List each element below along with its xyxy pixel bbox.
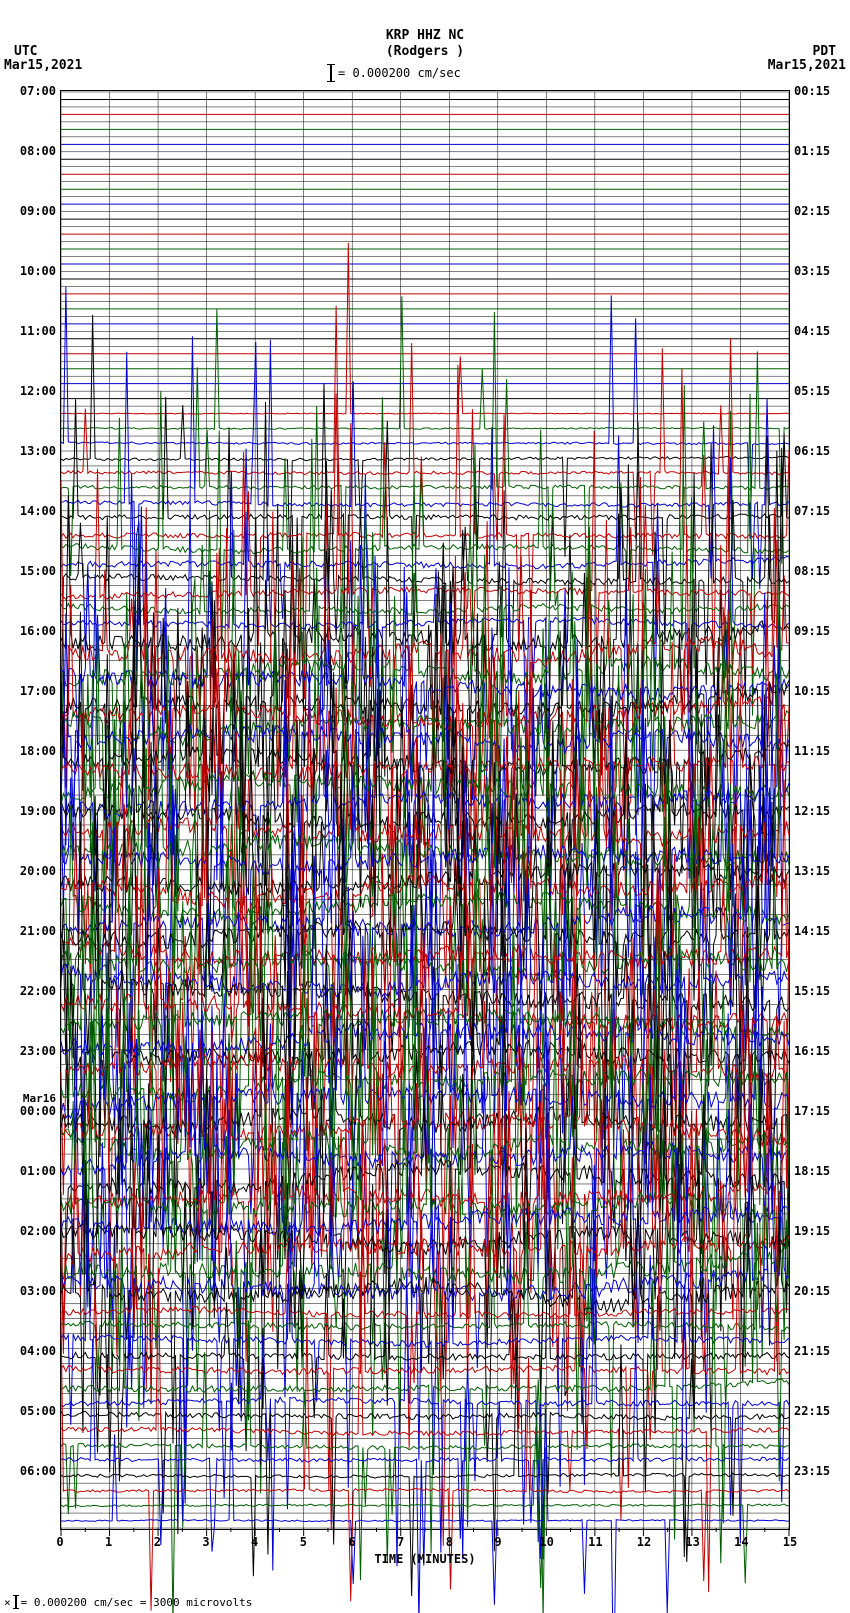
x-tick-label: 11 xyxy=(588,1535,602,1549)
y-axis-left-labels: 07:0008:0009:0010:0011:0012:0013:0014:00… xyxy=(4,90,58,1530)
y-right-label: 03:15 xyxy=(794,264,830,278)
y-left-label: 00:00 xyxy=(20,1104,56,1118)
y-left-label: 01:00 xyxy=(20,1164,56,1178)
x-tick-label: 0 xyxy=(56,1535,63,1549)
date-left: Mar15,2021 xyxy=(4,58,82,73)
y-left-label: 04:00 xyxy=(20,1344,56,1358)
day-change-label: Mar16 xyxy=(23,1092,56,1105)
y-right-label: 16:15 xyxy=(794,1044,830,1058)
x-tick-label: 1 xyxy=(105,1535,112,1549)
date-right: Mar15,2021 xyxy=(768,58,846,73)
y-right-label: 05:15 xyxy=(794,384,830,398)
y-left-label: 03:00 xyxy=(20,1284,56,1298)
y-right-label: 22:15 xyxy=(794,1404,830,1418)
y-right-label: 14:15 xyxy=(794,924,830,938)
y-left-label: 20:00 xyxy=(20,864,56,878)
y-right-label: 20:15 xyxy=(794,1284,830,1298)
y-right-label: 10:15 xyxy=(794,684,830,698)
y-right-label: 04:15 xyxy=(794,324,830,338)
y-left-label: 18:00 xyxy=(20,744,56,758)
y-left-label: 13:00 xyxy=(20,444,56,458)
footer-scale: × = 0.000200 cm/sec = 3000 microvolts xyxy=(4,1595,252,1609)
y-axis-right-labels: 00:1501:1502:1503:1504:1505:1506:1507:15… xyxy=(792,90,846,1530)
helicorder-plot xyxy=(60,90,790,1530)
y-left-label: 17:00 xyxy=(20,684,56,698)
footer-prefix: × xyxy=(4,1596,11,1609)
x-tick-label: 8 xyxy=(446,1535,453,1549)
y-right-label: 23:15 xyxy=(794,1464,830,1478)
x-axis-title: TIME (MINUTES) xyxy=(0,1552,850,1566)
x-tick-label: 3 xyxy=(202,1535,209,1549)
y-right-label: 13:15 xyxy=(794,864,830,878)
y-left-label: 02:00 xyxy=(20,1224,56,1238)
y-right-label: 09:15 xyxy=(794,624,830,638)
y-left-label: 16:00 xyxy=(20,624,56,638)
y-right-label: 11:15 xyxy=(794,744,830,758)
chart-title-line2: (Rodgers ) xyxy=(0,44,850,59)
chart-title-line1: KRP HHZ NC xyxy=(0,28,850,43)
y-right-label: 15:15 xyxy=(794,984,830,998)
x-tick-label: 2 xyxy=(154,1535,161,1549)
x-tick-label: 14 xyxy=(734,1535,748,1549)
timezone-left: UTC xyxy=(14,44,37,59)
footer-text: = 0.000200 cm/sec = 3000 microvolts xyxy=(21,1596,253,1609)
y-left-label: 21:00 xyxy=(20,924,56,938)
x-tick-label: 13 xyxy=(685,1535,699,1549)
y-right-label: 06:15 xyxy=(794,444,830,458)
y-right-label: 17:15 xyxy=(794,1104,830,1118)
x-tick-label: 5 xyxy=(300,1535,307,1549)
y-right-label: 18:15 xyxy=(794,1164,830,1178)
y-left-label: 22:00 xyxy=(20,984,56,998)
y-left-label: 08:00 xyxy=(20,144,56,158)
x-tick-label: 6 xyxy=(348,1535,355,1549)
y-left-label: 12:00 xyxy=(20,384,56,398)
y-left-label: 11:00 xyxy=(20,324,56,338)
y-left-label: 15:00 xyxy=(20,564,56,578)
x-tick-label: 4 xyxy=(251,1535,258,1549)
y-left-label: 05:00 xyxy=(20,1404,56,1418)
y-left-label: 10:00 xyxy=(20,264,56,278)
y-left-label: 14:00 xyxy=(20,504,56,518)
footer-scale-bar-icon xyxy=(15,1595,17,1609)
y-right-label: 01:15 xyxy=(794,144,830,158)
scale-indicator: = 0.000200 cm/sec xyxy=(330,64,461,82)
y-left-label: 07:00 xyxy=(20,84,56,98)
y-right-label: 12:15 xyxy=(794,804,830,818)
y-right-label: 00:15 xyxy=(794,84,830,98)
y-left-label: 19:00 xyxy=(20,804,56,818)
scale-text: = 0.000200 cm/sec xyxy=(338,66,461,80)
y-right-label: 08:15 xyxy=(794,564,830,578)
x-tick-label: 9 xyxy=(494,1535,501,1549)
timezone-right: PDT xyxy=(813,44,836,59)
y-right-label: 21:15 xyxy=(794,1344,830,1358)
y-right-label: 02:15 xyxy=(794,204,830,218)
trace-layer xyxy=(61,91,789,1529)
y-right-label: 07:15 xyxy=(794,504,830,518)
scale-bar-icon xyxy=(330,64,332,82)
y-right-label: 19:15 xyxy=(794,1224,830,1238)
x-tick-label: 12 xyxy=(637,1535,651,1549)
x-tick-label: 10 xyxy=(539,1535,553,1549)
y-left-label: 06:00 xyxy=(20,1464,56,1478)
x-tick-label: 7 xyxy=(397,1535,404,1549)
y-left-label: 09:00 xyxy=(20,204,56,218)
x-tick-label: 15 xyxy=(783,1535,797,1549)
y-left-label: 23:00 xyxy=(20,1044,56,1058)
